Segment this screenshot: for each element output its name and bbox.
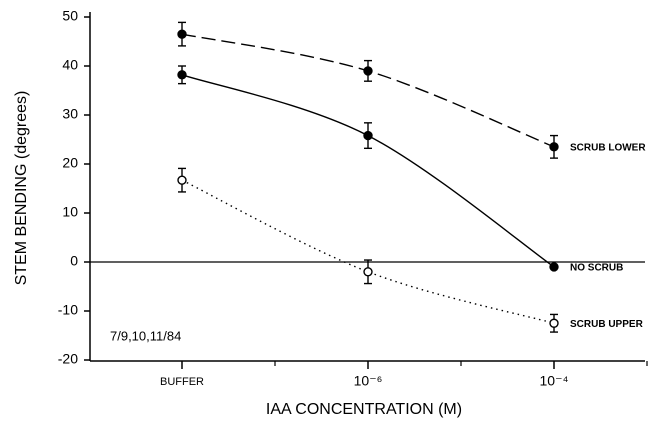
x-tick-label: BUFFER — [160, 376, 204, 388]
annotation: 7/9,10,11/84 — [110, 328, 181, 343]
y-tick-label: 50 — [62, 8, 78, 24]
marker — [549, 262, 559, 272]
y-tick-label: 0 — [70, 253, 78, 269]
marker — [549, 142, 559, 152]
marker — [177, 70, 187, 80]
x-axis-label: IAA CONCENTRATION (M) — [266, 401, 462, 418]
y-tick-label: 10 — [62, 204, 78, 220]
y-tick-label: 40 — [62, 57, 78, 73]
series-line — [181, 74, 555, 268]
y-tick-label: 30 — [62, 106, 78, 122]
y-tick-label: -10 — [58, 302, 78, 318]
marker — [177, 29, 187, 39]
x-tick-label: 10⁻⁶ — [354, 373, 383, 389]
marker — [549, 318, 559, 328]
series-label: NO SCRUB — [570, 263, 623, 274]
series-label: SCRUB LOWER — [570, 142, 646, 153]
y-tick-label: -20 — [58, 351, 78, 367]
y-axis-label: STEM BENDING (degrees) — [13, 91, 30, 286]
y-tick-label: 20 — [62, 155, 78, 171]
series-line — [181, 179, 555, 324]
marker — [177, 175, 187, 185]
series-label: SCRUB UPPER — [570, 319, 644, 330]
marker — [363, 267, 373, 277]
x-tick-label: 10⁻⁴ — [540, 373, 569, 389]
marker — [363, 130, 373, 141]
marker — [363, 66, 373, 76]
